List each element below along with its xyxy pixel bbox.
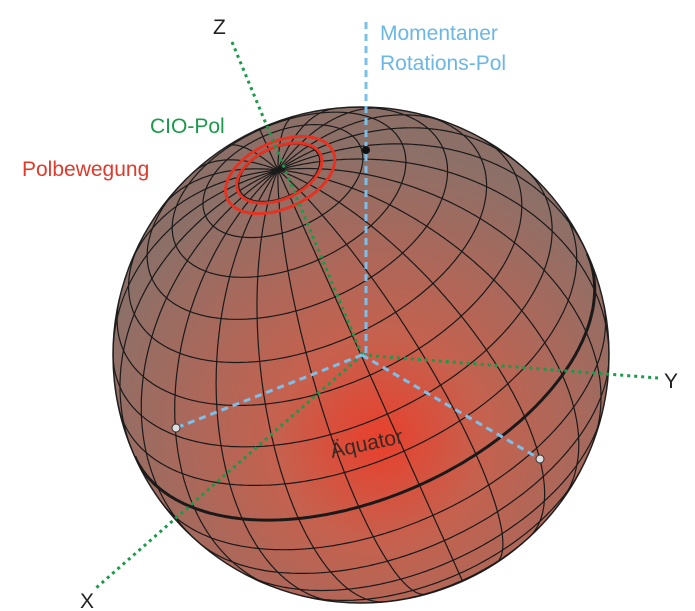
meridian (277, 169, 464, 582)
y-axis (361, 353, 659, 380)
polar-motion-track (235, 141, 324, 205)
axis-dash (175, 353, 363, 430)
meridian (128, 169, 278, 268)
meridian (192, 159, 279, 174)
x-label: X (80, 590, 94, 611)
rotation-pole-label: Rotations-Pol (380, 52, 506, 75)
meridian (277, 167, 602, 446)
x-axis (95, 353, 363, 590)
rotation-pole-point (362, 146, 370, 154)
meridian (158, 168, 278, 212)
z-axis-outer (230, 41, 364, 356)
meridian (277, 169, 546, 539)
meridian (277, 107, 337, 171)
z-label: Z (213, 16, 226, 39)
rotation-pole-label: Momentaner (380, 22, 498, 45)
parallel (146, 107, 449, 320)
meridian (277, 127, 526, 171)
meridian (277, 115, 296, 170)
graticule (113, 107, 609, 603)
polar-motion-label: Polbewegung (22, 158, 149, 181)
axis-point (171, 423, 181, 433)
parallel (116, 135, 523, 406)
axis-point (535, 454, 545, 464)
meridian (256, 169, 388, 603)
meridian (174, 169, 279, 589)
cio-pole-label: CIO-Pol (150, 115, 225, 138)
parallel (113, 167, 553, 448)
meridian (277, 107, 388, 171)
meridian (277, 169, 504, 564)
y-label: Y (664, 370, 678, 393)
meridian (277, 143, 589, 256)
meridian (258, 128, 279, 171)
meridian (215, 169, 338, 603)
meridian (277, 114, 451, 171)
meridian (119, 169, 279, 459)
axes (95, 22, 659, 590)
meridian (277, 169, 428, 596)
meridian (113, 169, 279, 354)
meridian (225, 144, 279, 171)
polar-motion-track (224, 135, 337, 216)
meridian (277, 158, 609, 362)
axis-dash (361, 353, 541, 461)
meridian (277, 169, 580, 502)
meridian (140, 169, 279, 545)
